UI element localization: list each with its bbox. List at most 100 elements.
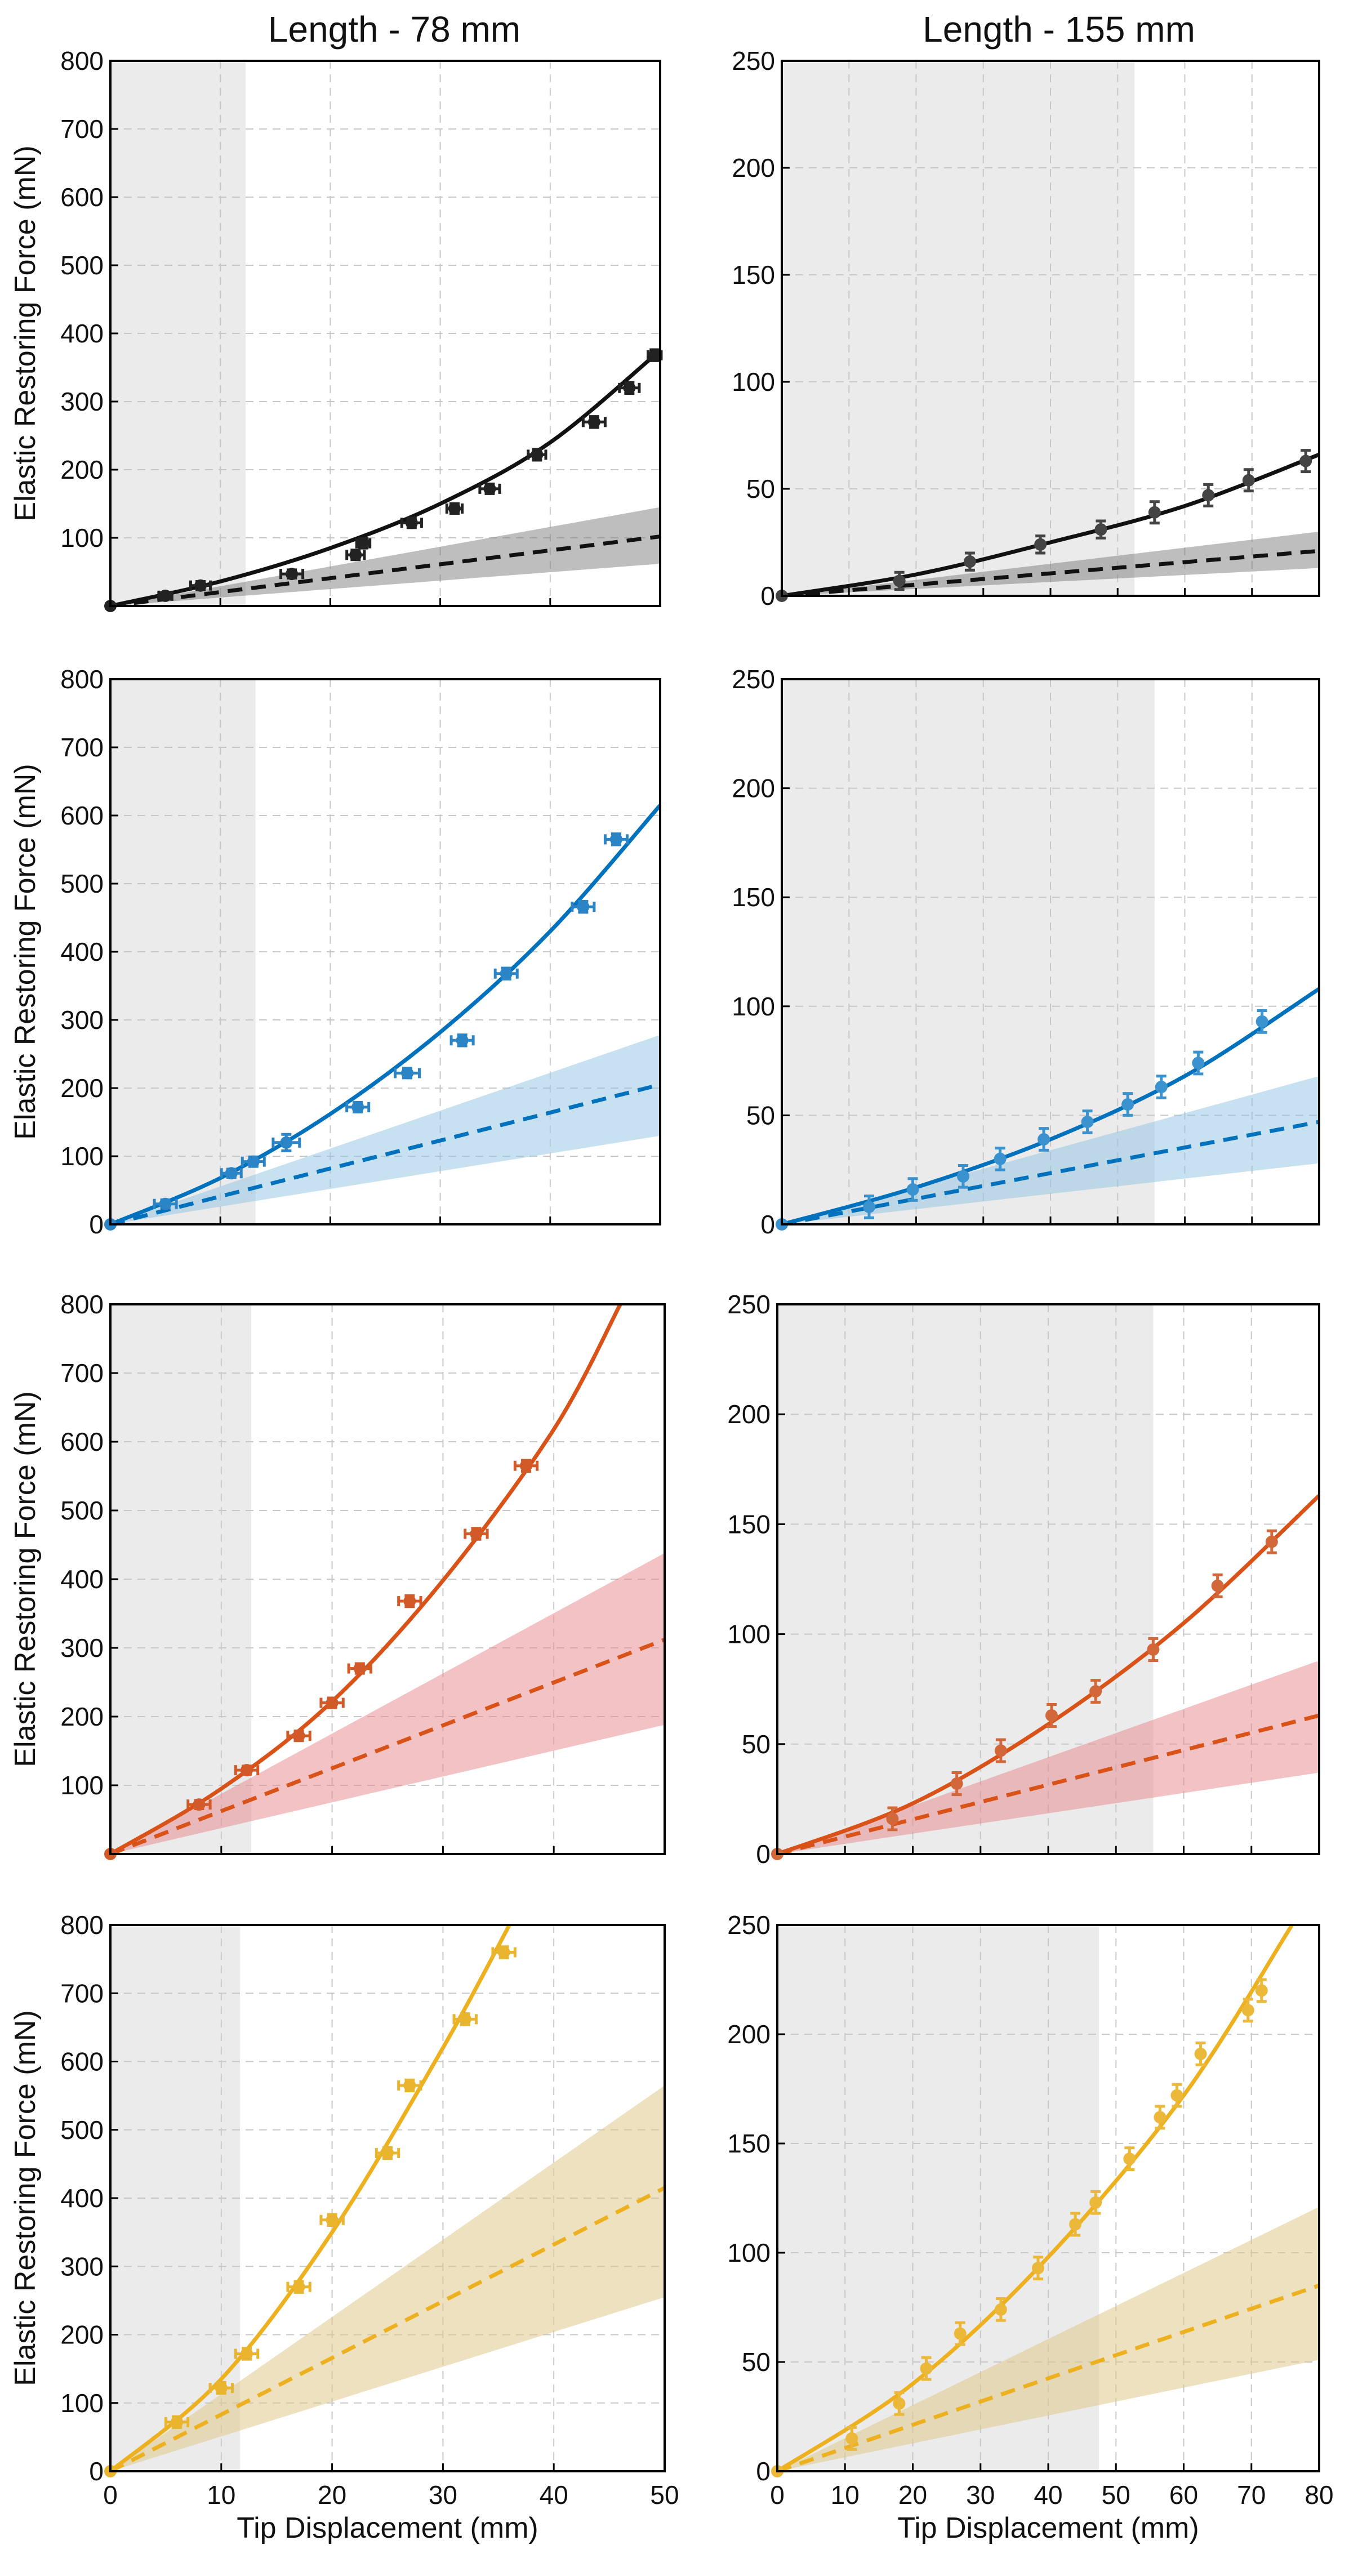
data-point — [1034, 538, 1047, 551]
y-tick-label: 700 — [60, 1358, 104, 1388]
y-tick-label: 700 — [60, 114, 104, 144]
y-tick-label: 700 — [60, 733, 104, 762]
y-tick-label: 200 — [727, 2020, 771, 2049]
y-tick-label: 0 — [89, 1210, 104, 1239]
data-point — [215, 2382, 228, 2395]
fit-curve — [782, 987, 1319, 1224]
data-point — [1089, 2196, 1102, 2209]
y-tick-label: 600 — [60, 1427, 104, 1456]
chart-panel-78-blue: 0 100 200 300 400 500 600 700 800 Elastic Restori… — [9, 665, 661, 1239]
data-point — [456, 1034, 469, 1047]
y-tick-label: 200 — [60, 2320, 104, 2350]
data-point — [1202, 489, 1215, 502]
data-point — [845, 2432, 858, 2445]
data-point — [893, 574, 906, 587]
y-tick-label: 200 — [60, 455, 104, 484]
data-point — [280, 1136, 293, 1149]
data-point — [1299, 454, 1312, 467]
y-tick-label: 0 — [89, 2457, 104, 2486]
y-tick-label: 150 — [727, 1509, 771, 1539]
data-point — [1094, 523, 1107, 536]
data-point — [1069, 2218, 1082, 2231]
y-tick-label: 0 — [756, 2457, 771, 2486]
y-tick-label: 200 — [60, 1073, 104, 1103]
data-point — [403, 1595, 416, 1608]
data-point — [956, 1170, 969, 1183]
x-tick-label: 60 — [1169, 2480, 1198, 2510]
chart-panel-78-yellow: 0 10 20 30 40 500100200300400500600700800Elas… — [9, 1910, 679, 2544]
x-tick-label: 10 — [831, 2480, 860, 2510]
data-point — [963, 555, 976, 568]
data-point — [1031, 2262, 1044, 2275]
x-tick-label: 30 — [429, 2480, 457, 2510]
y-tick-label: 600 — [60, 2047, 104, 2076]
data-point — [483, 482, 496, 495]
data-point — [326, 1696, 339, 1709]
data-point — [448, 502, 461, 515]
y-tick-label: 100 — [60, 1771, 104, 1800]
data-point — [906, 1183, 919, 1196]
y-tick-label: 800 — [60, 665, 104, 694]
fit-curve — [110, 804, 660, 1224]
data-point — [886, 1812, 899, 1825]
y-tick-label: 150 — [727, 2129, 771, 2158]
y-tick-label: 800 — [60, 46, 104, 75]
data-point — [863, 1201, 876, 1214]
data-point — [648, 349, 661, 362]
x-tick-label: 70 — [1237, 2480, 1266, 2510]
plot-area — [782, 452, 1319, 596]
data-point — [1148, 506, 1161, 519]
x-tick-label: 0 — [770, 2480, 785, 2510]
uncertainty-band — [110, 2085, 665, 2471]
data-point — [357, 537, 369, 550]
data-point — [405, 516, 418, 529]
y-tick-label: 400 — [60, 2183, 104, 2213]
plot-area — [777, 1925, 1319, 2471]
y-tick-label: 200 — [732, 774, 775, 803]
y-tick-label: 50 — [746, 474, 775, 503]
x-tick-label: 50 — [1102, 2480, 1130, 2510]
data-point — [241, 1764, 253, 1777]
uncertainty-band — [782, 532, 1319, 596]
x-tick-label: 80 — [1305, 2480, 1333, 2510]
y-tick-label: 800 — [60, 1910, 104, 1940]
y-tick-label: 200 — [732, 153, 775, 182]
data-point — [1089, 1685, 1102, 1698]
y-tick-label: 100 — [727, 1620, 771, 1649]
data-point — [1081, 1116, 1094, 1129]
data-point — [292, 1730, 305, 1742]
data-point — [1242, 474, 1255, 487]
y-tick-label: 150 — [732, 883, 775, 912]
data-point — [194, 579, 207, 592]
linear-model-line — [782, 549, 1319, 596]
y-tick-label: 100 — [60, 1142, 104, 1171]
data-point — [994, 1152, 1007, 1165]
data-point — [1038, 1133, 1050, 1146]
x-tick-label: 10 — [207, 2480, 235, 2510]
x-axis-label: Tip Displacement (mm) — [897, 2512, 1199, 2544]
y-tick-label: 50 — [742, 2347, 771, 2377]
y-axis-label: Elastic Restoring Force (mN) — [9, 1391, 42, 1767]
y-tick-label: 0 — [760, 1210, 775, 1239]
data-point — [241, 2347, 253, 2360]
data-point — [1265, 1535, 1278, 1548]
y-tick-label: 600 — [60, 182, 104, 212]
y-tick-label: 50 — [746, 1100, 775, 1130]
data-point — [994, 2303, 1007, 2316]
data-point — [1255, 1015, 1268, 1028]
data-point — [381, 2146, 394, 2159]
data-point — [1241, 2004, 1254, 2017]
data-point — [292, 2280, 305, 2293]
column-title-155mm: Length - 155 mm — [923, 9, 1195, 50]
y-tick-label: 300 — [60, 2252, 104, 2281]
data-point — [349, 549, 362, 561]
y-tick-label: 50 — [742, 1730, 771, 1759]
y-axis-label: Elastic Restoring Force (mN) — [9, 145, 42, 521]
data-point — [1192, 1057, 1205, 1069]
data-point — [286, 568, 299, 581]
y-tick-label: 400 — [60, 937, 104, 966]
x-tick-label: 40 — [540, 2480, 568, 2510]
data-point — [1155, 1081, 1168, 1094]
